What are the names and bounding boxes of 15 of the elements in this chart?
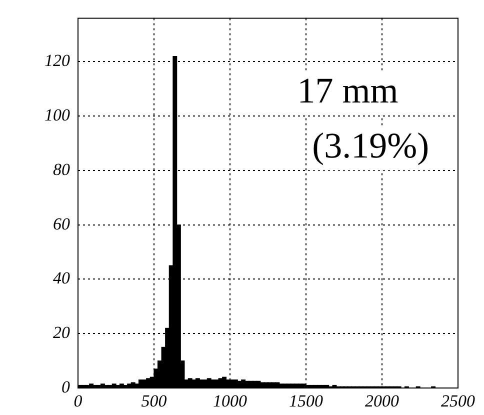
y-tick-label: 0: [62, 377, 70, 396]
y-tick-label: 120: [44, 51, 70, 70]
x-tick-label: 2000: [365, 392, 400, 411]
y-tick-label: 20: [53, 323, 70, 342]
y-tick-label: 40: [53, 268, 70, 288]
x-tick-label: 500: [141, 392, 168, 411]
x-tick-label: 1000: [213, 392, 248, 411]
y-tick-label: 80: [53, 160, 70, 179]
y-tick-label: 100: [44, 106, 70, 125]
annotation: 17 mm: [297, 70, 398, 111]
y-tick-label: 60: [53, 214, 70, 234]
x-tick-label: 2500: [441, 392, 476, 411]
x-tick-label: 0: [74, 392, 83, 411]
annotation: (3.19%): [312, 126, 430, 166]
x-tick-label: 1500: [289, 392, 324, 411]
